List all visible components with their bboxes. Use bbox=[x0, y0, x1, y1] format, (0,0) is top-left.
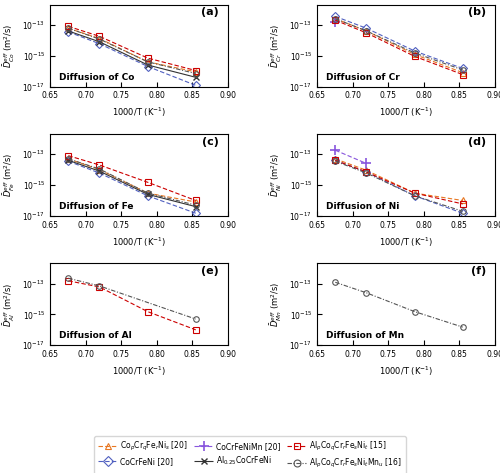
Text: Diffusion of Al: Diffusion of Al bbox=[59, 332, 132, 341]
Text: (f): (f) bbox=[471, 266, 486, 276]
X-axis label: 1000/T (K$^{-1}$): 1000/T (K$^{-1}$) bbox=[379, 236, 433, 249]
Legend: Co$_p$Cr$_q$Fe$_r$Ni$_s$ [20], CoCrFeNi [20], CoCrFeNiMn [20], Al$_{0.25}$CoCrFe: Co$_p$Cr$_q$Fe$_r$Ni$_s$ [20], CoCrFeNi … bbox=[94, 436, 406, 473]
Text: Diffusion of Ni: Diffusion of Ni bbox=[326, 202, 400, 211]
Y-axis label: $\bar{D}^{eff}_{Fe}$ (m$^2$/s): $\bar{D}^{eff}_{Fe}$ (m$^2$/s) bbox=[2, 153, 17, 197]
Text: (c): (c) bbox=[202, 137, 219, 147]
Y-axis label: $\bar{D}^{eff}_{Co}$ (m$^2$/s): $\bar{D}^{eff}_{Co}$ (m$^2$/s) bbox=[2, 24, 17, 68]
Text: (d): (d) bbox=[468, 137, 486, 147]
X-axis label: 1000/T (K$^{-1}$): 1000/T (K$^{-1}$) bbox=[112, 236, 166, 249]
Text: (b): (b) bbox=[468, 7, 486, 17]
Text: (a): (a) bbox=[202, 7, 219, 17]
Text: Diffusion of Co: Diffusion of Co bbox=[59, 73, 134, 82]
Y-axis label: $\bar{D}^{eff}_{Mn}$ (m$^2$/s): $\bar{D}^{eff}_{Mn}$ (m$^2$/s) bbox=[268, 281, 284, 327]
Text: Diffusion of Cr: Diffusion of Cr bbox=[326, 73, 400, 82]
Y-axis label: $\bar{D}^{eff}_{Cr}$ (m$^2$/s): $\bar{D}^{eff}_{Cr}$ (m$^2$/s) bbox=[268, 24, 284, 68]
Text: Diffusion of Mn: Diffusion of Mn bbox=[326, 332, 404, 341]
X-axis label: 1000/T (K$^{-1}$): 1000/T (K$^{-1}$) bbox=[379, 365, 433, 378]
X-axis label: 1000/T (K$^{-1}$): 1000/T (K$^{-1}$) bbox=[112, 106, 166, 119]
X-axis label: 1000/T (K$^{-1}$): 1000/T (K$^{-1}$) bbox=[112, 365, 166, 378]
X-axis label: 1000/T (K$^{-1}$): 1000/T (K$^{-1}$) bbox=[379, 106, 433, 119]
Text: Diffusion of Fe: Diffusion of Fe bbox=[59, 202, 134, 211]
Text: (e): (e) bbox=[202, 266, 219, 276]
Y-axis label: $\bar{D}^{eff}_{Al}$ (m$^2$/s): $\bar{D}^{eff}_{Al}$ (m$^2$/s) bbox=[2, 282, 17, 326]
Y-axis label: $\bar{D}^{eff}_{Ni}$ (m$^2$/s): $\bar{D}^{eff}_{Ni}$ (m$^2$/s) bbox=[268, 153, 284, 197]
